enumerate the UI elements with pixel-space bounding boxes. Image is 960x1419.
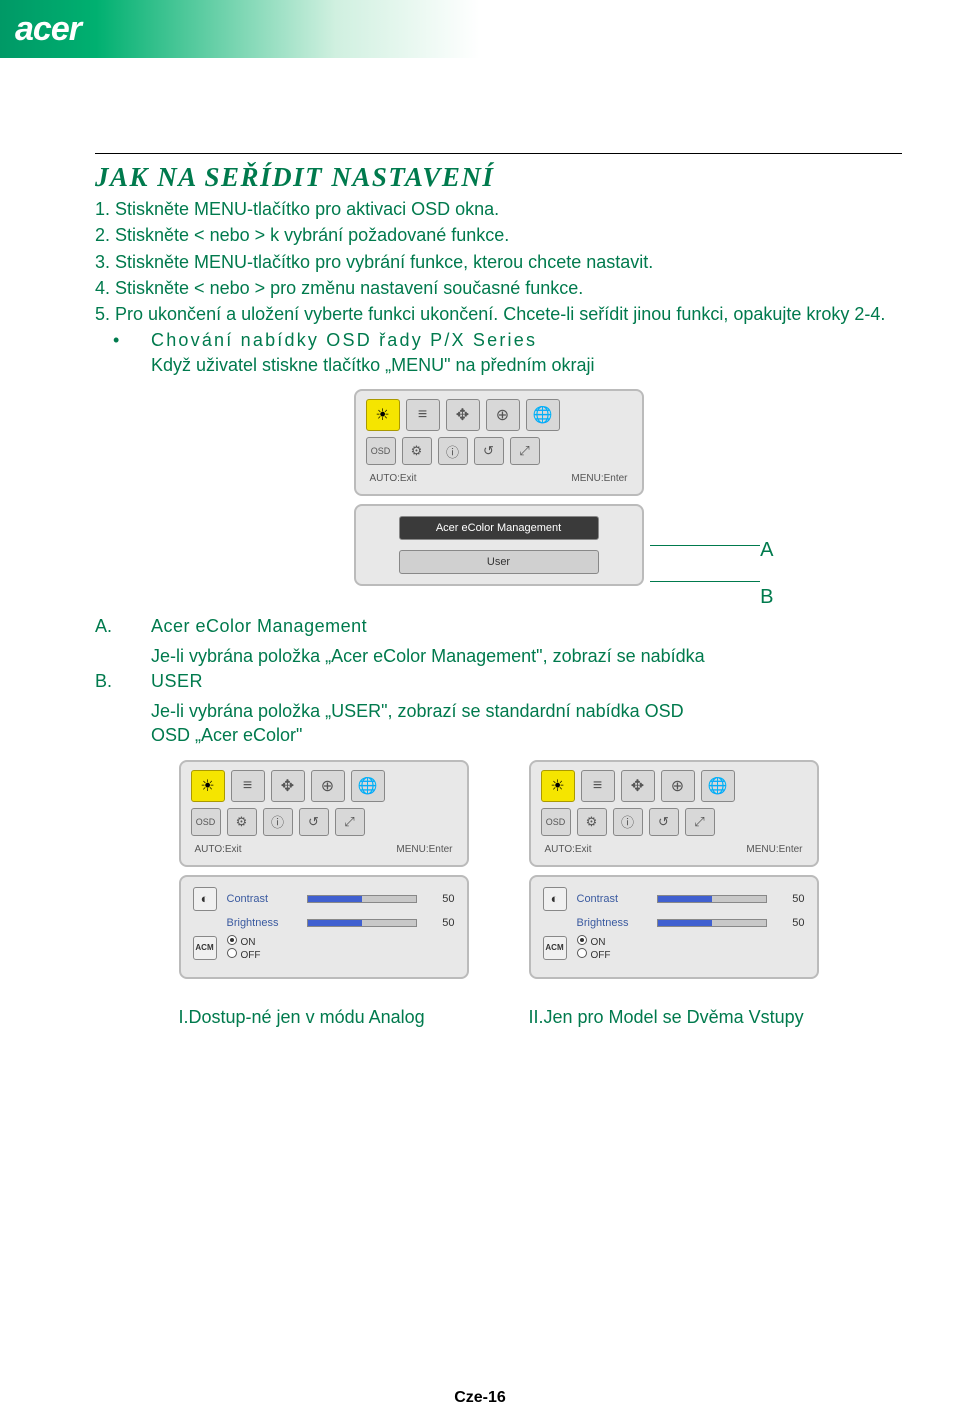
color-icon: ⊕ <box>486 399 520 431</box>
tool-icon: ⚙ <box>577 808 607 836</box>
brightness-label: Brightness <box>577 917 647 929</box>
section-b-body-1: Je-li vybrána položka „USER", zobrazí se… <box>151 699 902 723</box>
osd-right-col: ☀ ≡ ✥ ⊕ 🌐 OSD ⚙ ⓘ ↺ ⤢ AUTO:Exit MENU:Ent… <box>529 760 819 979</box>
section-a-key: A. <box>95 614 151 669</box>
reset-icon: ↺ <box>474 437 504 465</box>
list-icon: ≡ <box>406 399 440 431</box>
info-icon: ⓘ <box>613 808 643 836</box>
brightness-icon: ☀ <box>541 770 575 802</box>
osd-left-col: ☀ ≡ ✥ ⊕ 🌐 OSD ⚙ ⓘ ↺ ⤢ AUTO:Exit MENU:Ent… <box>179 760 469 979</box>
reset-icon: ↺ <box>299 808 329 836</box>
color-icon: ⊕ <box>661 770 695 802</box>
auto-exit-label: AUTO:Exit <box>370 473 417 484</box>
sections-list: A. Acer eColor Management Je-li vybrána … <box>95 614 902 747</box>
brightness-icon: ☀ <box>366 399 400 431</box>
ecolor-button[interactable]: Acer eColor Management <box>399 516 599 540</box>
list-icon: ≡ <box>231 770 265 802</box>
brightness-slider[interactable] <box>307 919 417 927</box>
exit-icon: ⤢ <box>685 808 715 836</box>
contrast-label: Contrast <box>577 893 647 905</box>
acm-icon: ACM <box>543 936 567 960</box>
position-icon: ✥ <box>271 770 305 802</box>
bullet-heading: Chování nabídky OSD řady P/X Series <box>151 328 902 352</box>
step-4: 4. Stiskněte < nebo > pro změnu nastaven… <box>95 276 902 300</box>
osd-figure-main: ☀ ≡ ✥ ⊕ 🌐 OSD ⚙ ⓘ ↺ ⤢ AUTO:Exit MENU:Ent… <box>95 389 902 586</box>
acm-off-radio[interactable] <box>227 948 237 958</box>
brand-logo: acer <box>15 10 81 49</box>
auto-exit-label: AUTO:Exit <box>195 844 242 855</box>
content-area: JAK NA SEŘÍDIT NASTAVENÍ 1. Stiskněte ME… <box>0 58 960 1028</box>
osd-pair: ☀ ≡ ✥ ⊕ 🌐 OSD ⚙ ⓘ ↺ ⤢ AUTO:Exit MENU:Ent… <box>95 760 902 979</box>
caption-left: I.Dostup-né jen v módu Analog <box>179 1007 469 1028</box>
contrast-value: 50 <box>427 893 455 905</box>
caption-pair: I.Dostup-né jen v módu Analog II.Jen pro… <box>95 1007 902 1028</box>
osd-icon: OSD <box>191 808 221 836</box>
tool-icon: ⚙ <box>402 437 432 465</box>
exit-icon: ⤢ <box>335 808 365 836</box>
contrast-icon: ◐ <box>543 887 567 911</box>
contrast-slider[interactable] <box>307 895 417 903</box>
brightness-slider[interactable] <box>657 919 767 927</box>
osd-icon: OSD <box>366 437 396 465</box>
reset-icon: ↺ <box>649 808 679 836</box>
acm-off-radio[interactable] <box>577 948 587 958</box>
osd-panel-right-top: ☀ ≡ ✥ ⊕ 🌐 OSD ⚙ ⓘ ↺ ⤢ AUTO:Exit MENU:Ent… <box>529 760 819 867</box>
osd-panel-top: ☀ ≡ ✥ ⊕ 🌐 OSD ⚙ ⓘ ↺ ⤢ AUTO:Exit MENU:Ent… <box>354 389 644 496</box>
section-a-head: Acer eColor Management <box>151 614 902 638</box>
info-icon: ⓘ <box>438 437 468 465</box>
position-icon: ✥ <box>446 399 480 431</box>
osd-icon: OSD <box>541 808 571 836</box>
bullet-item: • Chování nabídky OSD řady P/X Series Kd… <box>95 328 902 377</box>
ctrl-panel-left: ◐ Contrast 50 Brightness 50 ACM <box>179 875 469 979</box>
step-3: 3. Stiskněte MENU-tlačítko pro vybrání f… <box>95 250 902 274</box>
color-icon: ⊕ <box>311 770 345 802</box>
info-icon: ⓘ <box>263 808 293 836</box>
acm-on-radio[interactable] <box>227 935 237 945</box>
section-b-key: B. <box>95 669 151 748</box>
step-5: 5. Pro ukončení a uložení vyberte funkci… <box>95 302 902 326</box>
brightness-value: 50 <box>777 917 805 929</box>
ctrl-panel-right: ◐ Contrast 50 Brightness 50 ACM <box>529 875 819 979</box>
bullet-sub: Když uživatel stiskne tlačítko „MENU" na… <box>151 353 902 377</box>
step-2: 2. Stiskněte < nebo > k vybrání požadova… <box>95 223 902 247</box>
osd-subpanel: Acer eColor Management User <box>354 504 644 586</box>
contrast-slider[interactable] <box>657 895 767 903</box>
position-icon: ✥ <box>621 770 655 802</box>
acm-on-radio[interactable] <box>577 935 587 945</box>
list-icon: ≡ <box>581 770 615 802</box>
user-button[interactable]: User <box>399 550 599 574</box>
brightness-label: Brightness <box>227 917 297 929</box>
brightness-icon: ☀ <box>191 770 225 802</box>
exit-icon: ⤢ <box>510 437 540 465</box>
menu-enter-label: MENU:Enter <box>571 473 627 484</box>
tool-icon: ⚙ <box>227 808 257 836</box>
step-1: 1. Stiskněte MENU-tlačítko pro aktivaci … <box>95 197 902 221</box>
osd-panel-left-top: ☀ ≡ ✥ ⊕ 🌐 OSD ⚙ ⓘ ↺ ⤢ AUTO:Exit MENU:Ent… <box>179 760 469 867</box>
section-b-body-2: OSD „Acer eColor" <box>151 723 902 747</box>
section-a-body: Je-li vybrána položka „Acer eColor Manag… <box>151 644 902 668</box>
section-b-head: USER <box>151 669 902 693</box>
globe-icon: 🌐 <box>526 399 560 431</box>
page-header: acer <box>0 0 960 58</box>
menu-enter-label: MENU:Enter <box>396 844 452 855</box>
page-footer: Cze-16 <box>0 1389 960 1407</box>
globe-icon: 🌐 <box>701 770 735 802</box>
bullet-mark: • <box>95 328 151 377</box>
label-a: A <box>760 539 773 562</box>
label-b: B <box>760 586 773 609</box>
acm-icon: ACM <box>193 936 217 960</box>
page-title: JAK NA SEŘÍDIT NASTAVENÍ <box>95 162 902 193</box>
contrast-value: 50 <box>777 893 805 905</box>
menu-enter-label: MENU:Enter <box>746 844 802 855</box>
brightness-value: 50 <box>427 917 455 929</box>
contrast-label: Contrast <box>227 893 297 905</box>
globe-icon: 🌐 <box>351 770 385 802</box>
divider <box>95 153 902 154</box>
auto-exit-label: AUTO:Exit <box>545 844 592 855</box>
caption-right: II.Jen pro Model se Dvěma Vstupy <box>529 1007 819 1028</box>
contrast-icon: ◐ <box>193 887 217 911</box>
